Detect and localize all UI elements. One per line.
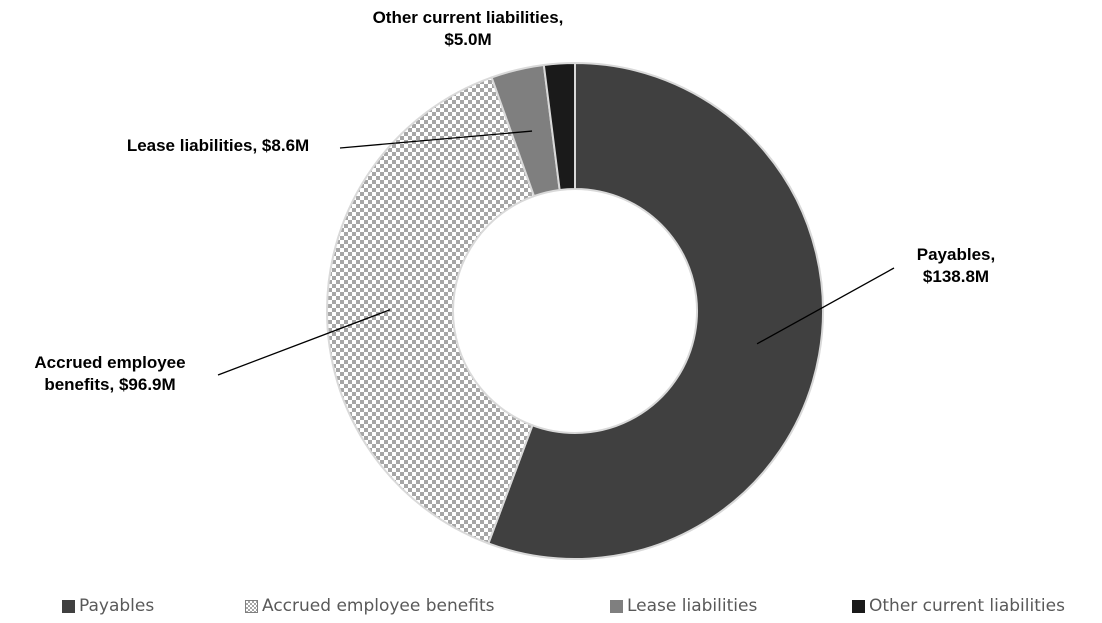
legend-item-other-current-liabilities[interactable]: Other current liabilities [852, 596, 1065, 616]
data-labels: Payables, $138.8M Accrued employee benefits… [34, 8, 995, 394]
data-label-lease-liabilities: Lease liabilities, $8.6M [127, 136, 309, 155]
legend-label: Payables [79, 596, 155, 616]
data-label-other-current-liabilities: Other current liabilities, $5.0M [373, 8, 564, 49]
legend-label: Other current liabilities [869, 596, 1065, 616]
legend-item-payables[interactable]: Payables [62, 596, 154, 616]
slice-payables[interactable] [487, 61, 824, 560]
leader-line-lease-liabilities [339, 130, 533, 149]
legend-swatch-other [852, 599, 865, 613]
legend-swatch-accrued [245, 599, 258, 613]
legend-item-accrued-employee-benefits[interactable]: Accrued employee benefits [245, 596, 494, 616]
leader-lines [217, 130, 895, 376]
leader-line-payables [756, 267, 895, 345]
slice-other-current-liabilities[interactable] [542, 61, 576, 192]
legend-item-lease-liabilities[interactable]: Lease liabilities [610, 596, 757, 616]
slice-accrued-employee-benefits[interactable] [326, 76, 536, 545]
data-label-payables: Payables, $138.8M [917, 245, 995, 286]
legend: Payables Accrued employee benefits Lease… [0, 596, 1102, 620]
legend-label: Lease liabilities [627, 596, 758, 616]
donut-slices [326, 61, 824, 560]
legend-swatch-payables [62, 599, 75, 613]
legend-swatch-lease [610, 599, 623, 613]
donut-chart: Payables, $138.8M Accrued employee benefits… [34, 8, 995, 560]
leader-line-accrued-employee-benefits [217, 309, 391, 376]
data-label-accrued-employee-benefits: Accrued employee benefits, $96.9M [34, 353, 185, 394]
legend-label: Accrued employee benefits [262, 596, 495, 616]
